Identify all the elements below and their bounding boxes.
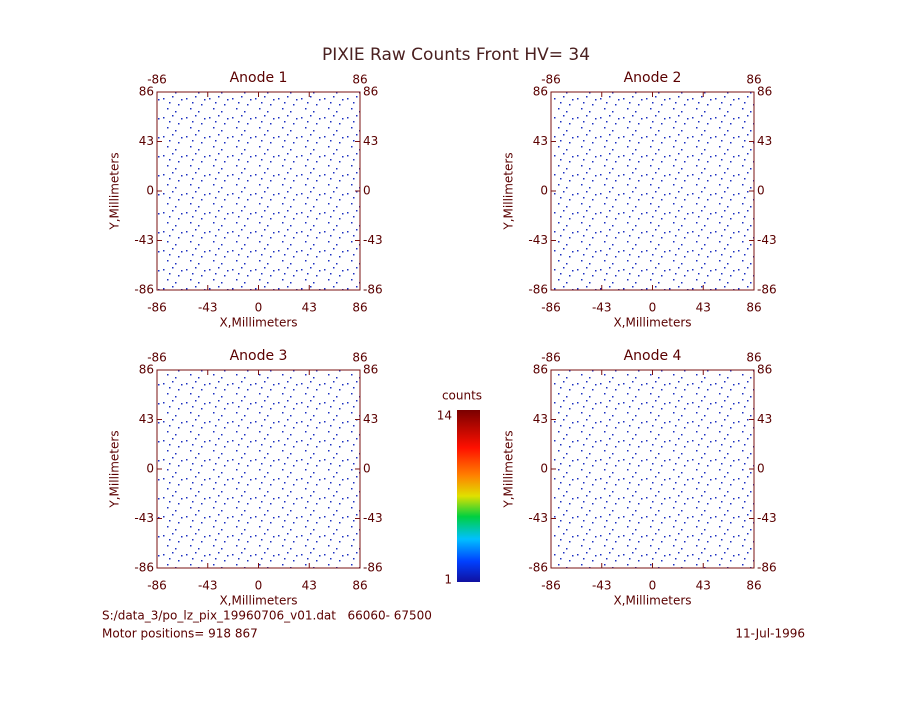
x-top-tick-label: -86: [541, 73, 561, 87]
y-right-tick-label: 43: [757, 412, 772, 426]
y-right-tick-label: -86: [363, 561, 383, 575]
x-top-tick-label: 86: [746, 73, 761, 87]
date-note: 11-Jul-1996: [735, 627, 805, 641]
y-tick-label: -43: [134, 511, 154, 525]
y-right-tick-label: -43: [757, 511, 777, 525]
x-tick-label: 43: [696, 301, 711, 315]
y-tick-label: 86: [533, 363, 548, 377]
x-tick-label: -43: [592, 579, 612, 593]
panel-title: Anode 4: [624, 348, 682, 364]
y-right-tick-label: -43: [363, 233, 383, 247]
x-tick-label: 43: [302, 579, 317, 593]
y-right-tick-label: 86: [363, 363, 378, 377]
x-top-tick-label: 86: [352, 351, 367, 365]
file-note: S:/data_3/po_lz_pix_19960706_v01.dat 660…: [102, 609, 432, 623]
y-axis-label: Y,Millimeters: [502, 152, 516, 230]
y-tick-label: 43: [533, 134, 548, 148]
x-tick-label: -43: [198, 579, 218, 593]
y-right-tick-label: -43: [363, 511, 383, 525]
colorbar: [457, 410, 480, 582]
x-tick-label: 86: [352, 301, 367, 315]
x-tick-label: 43: [696, 579, 711, 593]
y-right-tick-label: 0: [363, 462, 371, 476]
x-axis-label: X,Millimeters: [613, 594, 691, 608]
motor-note: Motor positions= 918 867: [102, 627, 258, 641]
y-right-tick-label: 0: [757, 184, 765, 198]
x-axis-label: X,Millimeters: [219, 316, 297, 330]
x-tick-label: -86: [541, 301, 561, 315]
y-axis-label: Y,Millimeters: [108, 430, 122, 508]
y-tick-label: -86: [528, 283, 548, 297]
y-tick-label: -43: [528, 511, 548, 525]
y-tick-label: 86: [139, 85, 154, 99]
y-tick-label: -86: [134, 283, 154, 297]
y-right-tick-label: 86: [363, 85, 378, 99]
y-right-tick-label: 86: [757, 363, 772, 377]
colorbar-tick-label: 14: [437, 409, 452, 423]
colorbar-tick-label: 1: [444, 573, 452, 587]
x-tick-label: 0: [649, 301, 657, 315]
x-top-tick-label: 86: [746, 351, 761, 365]
y-tick-label: 86: [139, 363, 154, 377]
x-axis-label: X,Millimeters: [613, 316, 691, 330]
y-right-tick-label: 43: [757, 134, 772, 148]
x-axis-label: X,Millimeters: [219, 594, 297, 608]
x-tick-label: 86: [746, 579, 761, 593]
x-top-tick-label: 86: [352, 73, 367, 87]
y-tick-label: -86: [528, 561, 548, 575]
x-tick-label: -86: [541, 579, 561, 593]
y-tick-label: -43: [134, 233, 154, 247]
x-top-tick-label: -86: [541, 351, 561, 365]
y-tick-label: 0: [540, 462, 548, 476]
x-top-tick-label: -86: [147, 351, 167, 365]
plot-area: [551, 92, 754, 290]
plot-area: [157, 92, 360, 290]
x-tick-label: 0: [255, 301, 263, 315]
colorbar-label: counts: [442, 389, 482, 403]
x-tick-label: 43: [302, 301, 317, 315]
x-tick-label: -86: [147, 301, 167, 315]
x-tick-label: 86: [746, 301, 761, 315]
panel-title: Anode 2: [624, 70, 682, 86]
y-right-tick-label: -86: [363, 283, 383, 297]
y-right-tick-label: 86: [757, 85, 772, 99]
plot-area: [551, 370, 754, 568]
y-right-tick-label: -86: [757, 561, 777, 575]
y-right-tick-label: 43: [363, 412, 378, 426]
figure-title: PIXIE Raw Counts Front HV= 34: [322, 45, 590, 65]
y-right-tick-label: 0: [757, 462, 765, 476]
x-tick-label: -43: [592, 301, 612, 315]
x-top-tick-label: -86: [147, 73, 167, 87]
y-tick-label: 43: [139, 412, 154, 426]
panel-title: Anode 1: [230, 70, 288, 86]
y-right-tick-label: 43: [363, 134, 378, 148]
x-tick-label: -86: [147, 579, 167, 593]
y-right-tick-label: -86: [757, 283, 777, 297]
x-tick-label: 0: [649, 579, 657, 593]
y-tick-label: 0: [146, 184, 154, 198]
plot-area: [157, 370, 360, 568]
y-tick-label: 0: [540, 184, 548, 198]
y-right-tick-label: 0: [363, 184, 371, 198]
x-tick-label: -43: [198, 301, 218, 315]
y-tick-label: 0: [146, 462, 154, 476]
y-right-tick-label: -43: [757, 233, 777, 247]
y-tick-label: 43: [139, 134, 154, 148]
y-tick-label: -86: [134, 561, 154, 575]
x-tick-label: 0: [255, 579, 263, 593]
y-tick-label: -43: [528, 233, 548, 247]
panel-title: Anode 3: [230, 348, 288, 364]
x-tick-label: 86: [352, 579, 367, 593]
y-axis-label: Y,Millimeters: [108, 152, 122, 230]
y-tick-label: 86: [533, 85, 548, 99]
y-tick-label: 43: [533, 412, 548, 426]
y-axis-label: Y,Millimeters: [502, 430, 516, 508]
